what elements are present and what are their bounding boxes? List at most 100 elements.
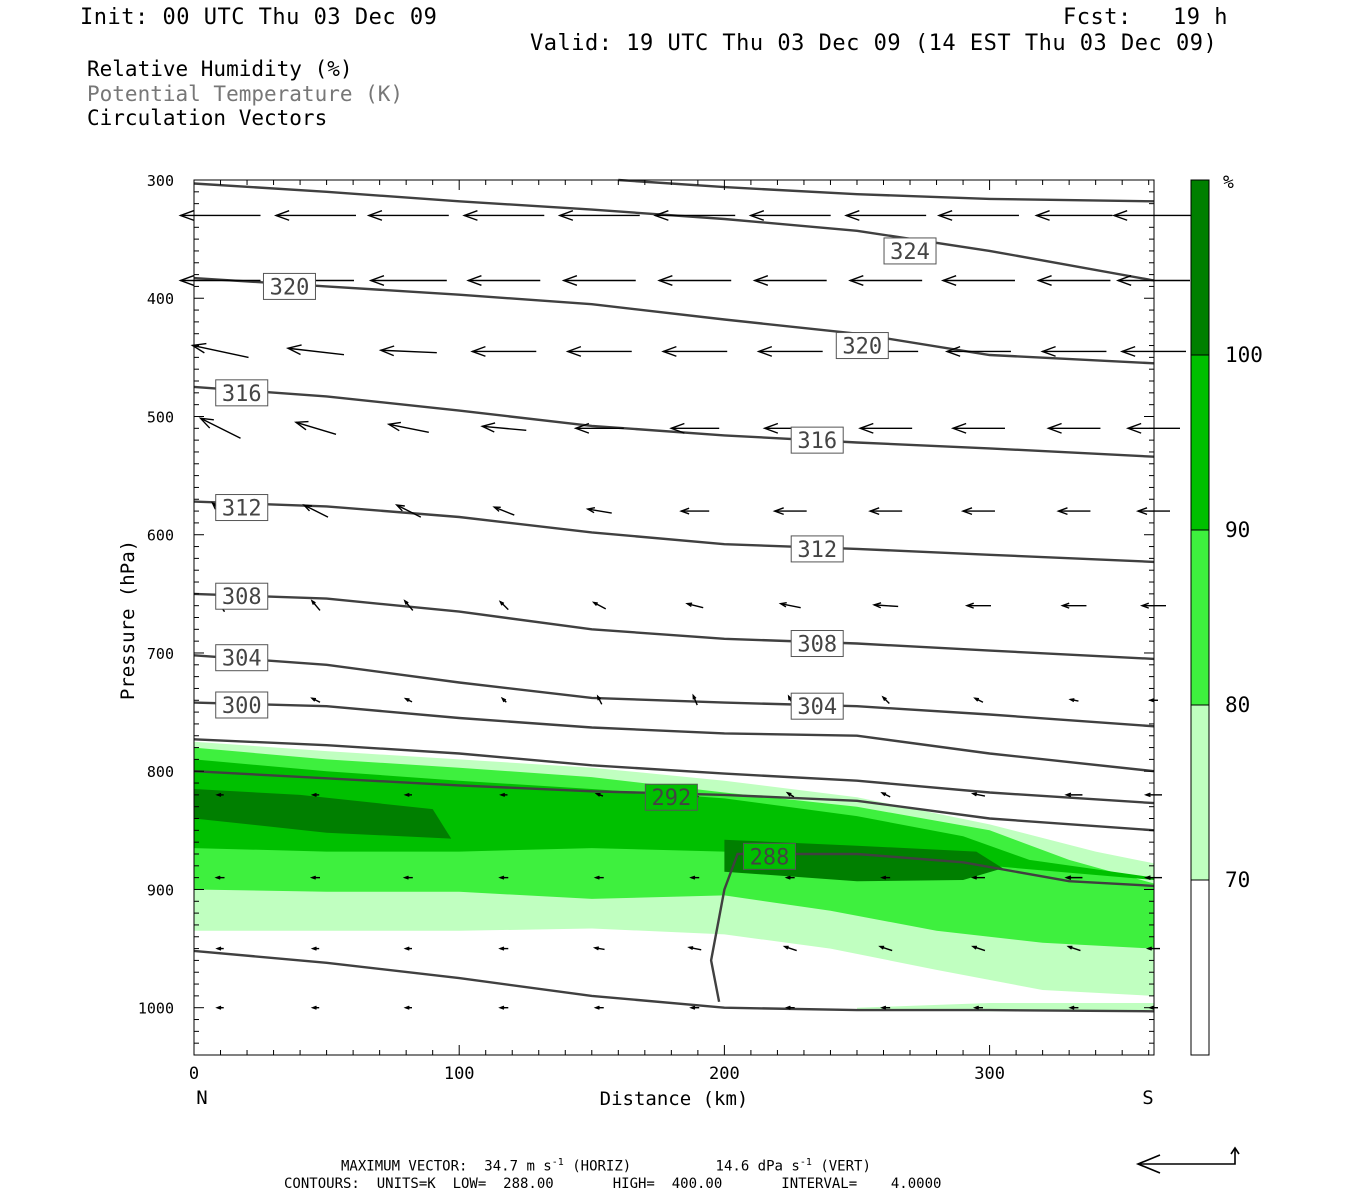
vector-arrow	[591, 601, 607, 610]
theta-contour-288	[709, 852, 1155, 1003]
x-tick-label: 300	[974, 1064, 1005, 1084]
vector-arrow	[310, 946, 320, 951]
vector-arrow	[868, 507, 903, 516]
contour-label-text: 320	[842, 335, 882, 360]
x-tick-label: 100	[444, 1064, 475, 1084]
vector-arrow	[302, 504, 329, 518]
colorbar-band	[1191, 530, 1209, 705]
horiz-max-value: 34.7 m s	[484, 1158, 552, 1175]
reference-vector-arrow	[1138, 1148, 1236, 1165]
contour-label-304: 304	[215, 644, 269, 672]
vector-arrow	[785, 791, 795, 798]
contour-label-312: 312	[215, 494, 269, 522]
vector-arrow	[402, 875, 413, 880]
reference-vector	[1135, 1146, 1240, 1174]
contour-label-316: 316	[215, 379, 269, 407]
vector-arrow	[679, 507, 710, 515]
colorbar-tick-label: 90	[1225, 518, 1250, 542]
vector-arrow	[310, 697, 321, 703]
vector-arrow	[1036, 275, 1111, 286]
vector-arrow	[499, 792, 508, 797]
vectors-field-label: Circulation Vectors	[87, 106, 328, 130]
vector-arrow	[215, 946, 224, 951]
vector-arrow	[309, 875, 320, 880]
vector-arrow	[880, 1005, 891, 1010]
x-tick-label: 200	[709, 1064, 740, 1084]
vector-arrow	[585, 507, 612, 514]
vector-arrow	[756, 345, 823, 357]
vector-arrow	[1066, 945, 1081, 952]
vector-arrow	[1056, 507, 1091, 516]
vector-arrow	[498, 946, 509, 951]
rh-field-label: Relative Humidity (%)	[87, 57, 353, 81]
y-tick-label: 1000	[138, 1000, 174, 1018]
forecast-hour: Fcst: 19 h	[1063, 5, 1228, 30]
horiz-tag: (HORIZ)	[572, 1158, 632, 1175]
colorbar-tick-label: 80	[1225, 693, 1250, 717]
vector-arrow	[973, 697, 984, 703]
vector-arrow	[592, 946, 605, 951]
x-tick-label: 0	[189, 1064, 199, 1084]
vector-arrow	[944, 345, 1011, 357]
plot-axes: 0 100 200 300 300 400 500 600 700 800 900 1000 Dista…	[117, 172, 1155, 1110]
vector-arrow	[752, 275, 827, 286]
vector-arrow	[594, 792, 604, 797]
vector-arrow	[285, 344, 345, 356]
vector-arrow	[561, 275, 636, 286]
contour-label-324: 324	[883, 237, 937, 265]
vector-arrow	[880, 875, 891, 880]
vector-arrow	[692, 693, 698, 706]
vector-arrow	[1060, 602, 1087, 609]
vector-arrow	[214, 875, 225, 880]
vector-arrow	[500, 696, 507, 703]
vector-arrow	[964, 602, 991, 609]
contour-label-304: 304	[790, 692, 844, 720]
vector-arrow	[565, 345, 632, 357]
x-axis-label: Distance (km)	[600, 1088, 749, 1110]
vector-arrow	[593, 1005, 604, 1010]
vector-arrow	[403, 792, 413, 797]
vector-arrow	[557, 210, 640, 221]
contour-label-300: 300	[215, 691, 269, 719]
theta-contour-312	[193, 500, 1155, 564]
vector-arrow	[366, 210, 449, 221]
vector-arrow	[970, 875, 985, 880]
vector-arrow	[310, 792, 320, 797]
vector-arrow	[936, 210, 1019, 221]
theta-contour-304	[193, 654, 1155, 728]
contour-label-text: 308	[222, 585, 262, 610]
vector-arrow	[782, 945, 797, 952]
colorbar-frame	[1190, 179, 1210, 1056]
theta-contour-320	[193, 276, 1155, 365]
vector-arrow	[881, 695, 890, 704]
contour-label-text: 320	[270, 275, 310, 300]
vector-arrow	[858, 422, 913, 434]
contour-info: CONTOURS: UNITS=K LOW= 288.00 HIGH= 400.…	[284, 1176, 942, 1192]
vector-arrow	[748, 210, 831, 221]
contour-labels: 324 320 320 316 316 312 312 308 308 304 304 300 292 2…	[215, 237, 937, 870]
y-axis-label: Pressure (hPa)	[117, 540, 139, 700]
vector-arrow	[480, 422, 527, 433]
colorbar-tick-label: 100	[1225, 343, 1263, 367]
theta-contour-308	[193, 592, 1155, 661]
south-label: S	[1142, 1087, 1153, 1109]
vector-arrow	[940, 275, 1015, 286]
contour-label-text: 288	[750, 845, 790, 870]
vector-arrow	[784, 1005, 795, 1010]
vector-arrow	[470, 345, 537, 357]
contour-label-text: 324	[890, 240, 930, 265]
vector-arrow	[971, 945, 986, 952]
y-tick-label: 800	[147, 763, 174, 781]
vector-arrow	[872, 602, 899, 609]
vector-arrow	[386, 421, 429, 433]
vector-arrow	[657, 275, 732, 286]
contour-label-316: 316	[790, 426, 844, 454]
vector-arrow	[394, 504, 422, 518]
north-label: N	[196, 1087, 207, 1109]
vector-arrow	[950, 422, 1005, 434]
vert-tag: (VERT)	[820, 1158, 871, 1175]
contour-label-text: 312	[222, 497, 262, 522]
contour-label-text: 312	[797, 538, 837, 563]
vector-arrow	[310, 599, 321, 611]
circulation-vectors	[178, 210, 1194, 1010]
